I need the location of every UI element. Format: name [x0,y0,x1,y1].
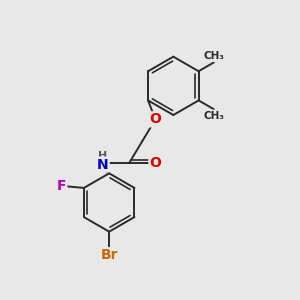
Text: O: O [149,112,161,126]
Text: N: N [97,158,109,172]
Text: H: H [98,151,107,161]
Text: O: O [149,156,161,170]
Text: Br: Br [100,248,118,262]
Text: F: F [57,179,66,194]
Text: CH₃: CH₃ [203,51,224,61]
Text: CH₃: CH₃ [203,111,224,121]
